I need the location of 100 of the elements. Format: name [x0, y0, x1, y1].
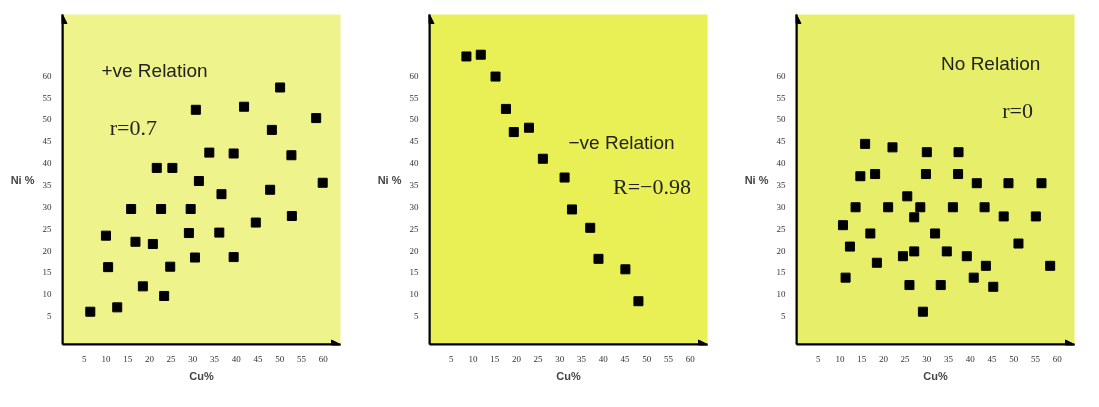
y-tick-label: 25 [42, 223, 52, 234]
y-tick-label: 10 [42, 289, 52, 300]
point [214, 227, 225, 238]
y-tick-label: 40 [409, 158, 419, 169]
point [183, 228, 194, 239]
y-axis-title: Ni % [744, 173, 769, 186]
point [850, 202, 861, 213]
point [902, 191, 913, 202]
point [311, 113, 322, 124]
point [947, 202, 958, 213]
y-tick-label: 20 [776, 245, 786, 256]
point [915, 202, 926, 213]
x-tick-label: 50 [275, 353, 285, 364]
point [185, 204, 196, 214]
point [971, 178, 982, 189]
y-tick-label: 45 [776, 136, 786, 147]
point [988, 281, 999, 292]
y-tick-label: 55 [409, 92, 419, 103]
point [998, 211, 1009, 222]
y-tick-label: 50 [776, 114, 786, 125]
x-tick-label: 10 [835, 353, 845, 364]
x-tick-label: 20 [878, 353, 889, 364]
point [250, 217, 261, 228]
point [204, 147, 215, 158]
x-tick-label: 15 [123, 353, 133, 364]
y-tick-label: 30 [42, 201, 52, 212]
point [921, 147, 932, 158]
y-tick-label: 45 [409, 136, 419, 147]
y-tick-label: 5 [781, 311, 786, 322]
x-tick-label: 5 [448, 353, 454, 364]
y-tick-label: 60 [409, 70, 419, 81]
point [286, 150, 297, 161]
point [523, 122, 534, 133]
point [559, 172, 570, 183]
x-tick-label: 50 [642, 353, 652, 364]
y-tick-label: 55 [42, 92, 52, 103]
x-tick-label: 45 [987, 353, 997, 364]
point [317, 177, 328, 188]
x-tick-label: 20 [511, 353, 522, 364]
point [239, 101, 250, 112]
annotation: +ve Relation [101, 59, 208, 81]
y-tick-label: 20 [42, 245, 52, 256]
x-axis-title: Cu% [189, 369, 214, 382]
y-tick-label: 50 [409, 114, 419, 125]
point [865, 228, 876, 239]
point [904, 280, 915, 291]
y-tick-label: 20 [409, 245, 419, 256]
point [1045, 260, 1056, 271]
point [897, 251, 908, 262]
x-tick-label: 50 [1009, 353, 1019, 364]
point [167, 162, 178, 173]
point [228, 148, 239, 159]
x-tick-label: 45 [620, 353, 630, 364]
point [216, 189, 227, 200]
point [837, 220, 848, 231]
x-tick-label: 35 [210, 353, 220, 364]
point [633, 296, 644, 307]
y-tick-label: 40 [776, 158, 786, 169]
point [165, 261, 176, 272]
x-tick-label: 40 [231, 353, 242, 364]
point [159, 290, 170, 301]
x-tick-label: 25 [900, 353, 911, 364]
y-axis-title: Ni % [10, 173, 35, 186]
x-axis-title: Cu% [923, 369, 948, 382]
y-tick-label: 5 [47, 311, 52, 322]
point [1030, 211, 1041, 222]
x-tick-label: 55 [1030, 353, 1041, 364]
point [961, 251, 972, 262]
point [887, 142, 898, 153]
x-tick-label: 55 [663, 353, 674, 364]
point [920, 169, 931, 180]
x-tick-label: 30 [555, 353, 565, 364]
point [100, 230, 111, 241]
point [870, 169, 881, 180]
point [1036, 178, 1047, 189]
x-tick-label: 20 [144, 353, 155, 364]
point [85, 306, 96, 317]
x-tick-label: 30 [188, 353, 198, 364]
y-tick-label: 35 [776, 179, 786, 190]
x-tick-label: 5 [815, 353, 821, 364]
point [266, 124, 277, 135]
y-tick-label: 35 [42, 179, 52, 190]
point [265, 184, 276, 195]
point [490, 71, 501, 82]
x-tick-label: 60 [685, 353, 696, 364]
point [112, 302, 123, 313]
x-tick-label: 30 [922, 353, 932, 364]
point [156, 204, 167, 214]
point [147, 238, 158, 249]
point [103, 262, 114, 273]
y-tick-label: 55 [776, 92, 786, 103]
annotation: r=0.7 [109, 114, 157, 140]
point [137, 281, 148, 292]
x-tick-label: 25 [533, 353, 544, 364]
point [500, 103, 511, 114]
y-axis-title: Ni % [377, 173, 402, 186]
y-tick-label: 30 [776, 201, 786, 212]
point [593, 253, 604, 264]
point [883, 202, 894, 213]
point [190, 104, 201, 115]
